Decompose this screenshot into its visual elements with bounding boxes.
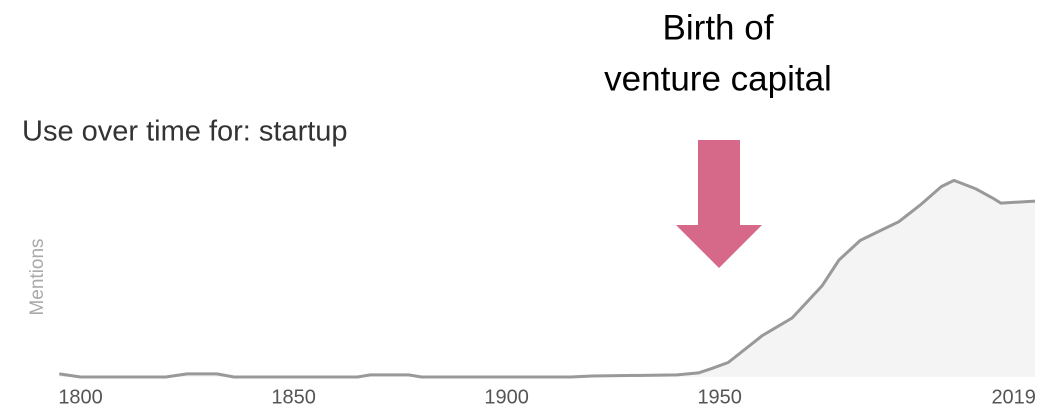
area-fill (59, 180, 1036, 377)
arrow-head (676, 225, 762, 268)
x-tick-label: 2019 (991, 386, 1036, 408)
x-tick-label: 1900 (484, 386, 529, 408)
x-tick-label: 1800 (58, 386, 103, 408)
y-axis-label: Mentions (27, 238, 48, 315)
arrow-shaft (698, 140, 740, 226)
x-tick-label: 1950 (697, 386, 742, 408)
x-tick-label: 1850 (271, 386, 316, 408)
annotation-line: Birth of (663, 8, 774, 47)
line (59, 178, 1036, 379)
chart-title: Use over time for: startup (22, 116, 348, 148)
annotation-line: venture capital (604, 59, 832, 98)
annotation-arrow (676, 140, 762, 268)
